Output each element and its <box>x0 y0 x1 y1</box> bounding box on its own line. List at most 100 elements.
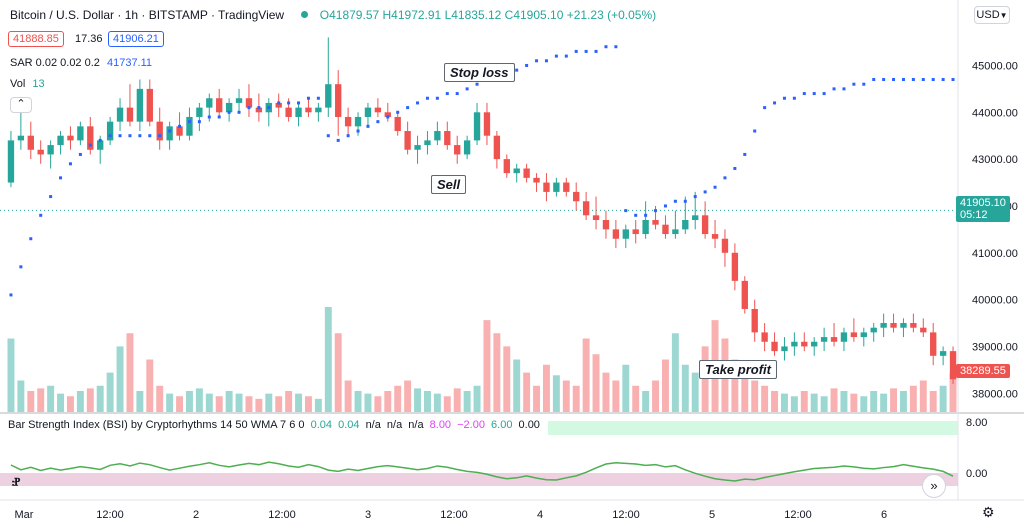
candle-body <box>731 252 739 281</box>
sar-dot <box>882 78 886 82</box>
candle-body <box>910 323 917 328</box>
candle-body <box>275 102 282 108</box>
candle-body <box>949 351 957 380</box>
candle-body <box>57 135 64 146</box>
ask-price[interactable]: 41906.21 <box>108 31 164 47</box>
candle-body <box>592 215 600 220</box>
y-tick-label: 45000.00 <box>972 60 1018 72</box>
sar-dot <box>455 92 459 96</box>
volume-bar <box>295 393 303 412</box>
candle-body <box>245 98 253 108</box>
candle-body <box>463 140 471 155</box>
sar-dot <box>9 293 13 297</box>
y-tick-label: 40000.00 <box>972 295 1018 307</box>
volume-bar <box>76 391 84 412</box>
candle-body <box>880 323 887 328</box>
sar-dot <box>316 96 320 100</box>
candle-body <box>196 107 203 117</box>
vol-legend[interactable]: Vol 13 <box>10 78 45 90</box>
volume-bar <box>453 388 461 412</box>
volume-bar <box>215 396 223 412</box>
y-tick-label: 43000.00 <box>972 154 1018 166</box>
sar-dot <box>515 68 519 72</box>
sar-dot <box>78 152 82 156</box>
ohlc-close: C41905.10 <box>504 8 564 22</box>
sar-dot <box>197 120 201 124</box>
vol-value: 13 <box>32 78 45 90</box>
volume-bar <box>592 354 600 412</box>
volume-bar <box>275 396 283 412</box>
sar-dot <box>544 59 548 63</box>
sar-dot <box>683 199 687 203</box>
sar-dot <box>237 110 241 114</box>
bsi-legend[interactable]: Bar Strength Index (BSI) by Cryptorhythm… <box>8 419 540 431</box>
volume-bar <box>681 364 689 412</box>
gear-icon[interactable]: ⚙ <box>982 504 995 520</box>
candle-body <box>335 84 342 117</box>
volume-bar <box>761 385 769 412</box>
volume-bar <box>661 359 669 412</box>
sar-dot <box>564 54 568 58</box>
volume-bar <box>929 391 937 412</box>
candle-body <box>642 220 649 235</box>
candle-body <box>870 327 877 333</box>
volume-bar <box>503 346 511 412</box>
y-tick-label: 44000.00 <box>972 107 1018 119</box>
sar-dot <box>326 134 330 138</box>
collapse-legend-button[interactable]: ⌃ <box>10 97 32 113</box>
candle-body <box>116 107 124 122</box>
candle-body <box>414 145 421 150</box>
sar-dot <box>118 134 122 138</box>
sar-dot <box>217 115 221 119</box>
sar-dot <box>386 115 390 119</box>
sar-dot <box>872 78 876 82</box>
currency-select[interactable]: USD▼ <box>974 6 1010 24</box>
candle-body <box>751 308 758 333</box>
sar-dot <box>148 134 152 138</box>
sar-dot <box>673 199 677 203</box>
annotation-stop-loss: Stop loss <box>444 63 515 82</box>
sar-price-tag: 38289.55 <box>956 364 1010 378</box>
volume-bar <box>414 388 422 412</box>
sar-dot <box>654 209 658 213</box>
candle-body <box>701 215 709 235</box>
candle-body <box>454 145 461 155</box>
sar-dot <box>178 124 182 128</box>
candle-body <box>225 102 233 113</box>
volume-bar <box>235 393 243 412</box>
sar-dot <box>376 120 380 124</box>
sar-dot <box>128 134 132 138</box>
volume-bar <box>285 391 293 412</box>
volume-bar <box>166 393 174 412</box>
scroll-to-realtime-button[interactable]: » <box>922 474 946 498</box>
bsi-v1: 0.04 <box>310 419 333 431</box>
candle-body <box>67 135 74 141</box>
bid-price[interactable]: 41888.85 <box>8 31 64 47</box>
sar-dot <box>168 129 172 133</box>
sar-dot <box>931 78 935 82</box>
candle-body <box>860 332 867 338</box>
candle-body <box>662 224 669 235</box>
ohlc-open: O41879.57 <box>319 8 380 22</box>
sar-dot <box>941 78 945 82</box>
y-tick-label: 39000.00 <box>972 341 1018 353</box>
volume-bar <box>602 372 610 412</box>
sar-dot <box>525 63 529 67</box>
sar-dot <box>663 204 667 208</box>
symbol-title[interactable]: Bitcoin / U.S. Dollar · 1h · BITSTAMP · … <box>10 8 285 22</box>
sar-legend[interactable]: SAR 0.02 0.02 0.2 41737.11 <box>10 57 152 69</box>
candle-body <box>801 341 808 347</box>
candle-body <box>27 135 34 150</box>
candle-body <box>97 140 104 150</box>
volume-bar <box>652 380 660 412</box>
candle-body <box>17 135 25 141</box>
volume-bar <box>324 307 332 412</box>
sar-label: SAR 0.02 0.02 0.2 <box>10 57 100 69</box>
volume-bar <box>523 372 531 412</box>
sar-dot <box>763 106 767 110</box>
sar-dot <box>396 110 400 114</box>
sar-dot <box>39 213 43 217</box>
annotation-take-profit: Take profit <box>699 360 777 379</box>
candle-body <box>682 220 689 230</box>
